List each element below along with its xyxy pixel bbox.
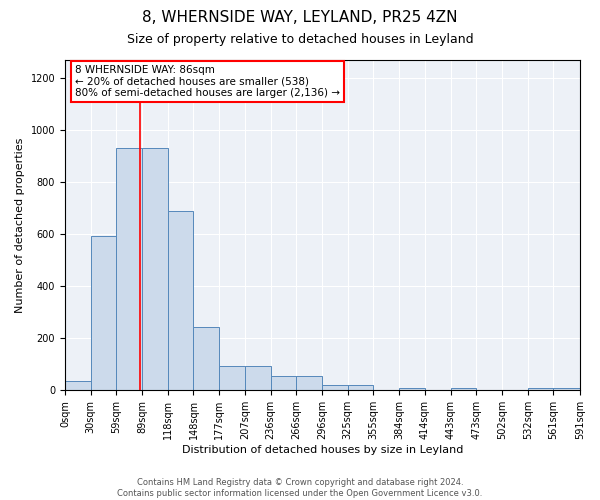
Bar (399, 388, 425, 390)
X-axis label: Distribution of detached houses by size in Leyland: Distribution of detached houses by size … (182, 445, 463, 455)
Bar (91, 236, 116, 390)
Text: 8 WHERNSIDE WAY: 86sqm
← 20% of detached houses are smaller (538)
80% of semi-de: 8 WHERNSIDE WAY: 86sqm ← 20% of detached… (75, 65, 340, 98)
Bar (65, 381, 91, 390)
Bar (451, 388, 476, 390)
Bar (193, 326, 219, 390)
Text: Contains HM Land Registry data © Crown copyright and database right 2024.
Contai: Contains HM Land Registry data © Crown c… (118, 478, 482, 498)
Bar (245, 366, 271, 390)
Bar (322, 385, 348, 390)
Bar (553, 388, 580, 390)
Bar (116, 148, 142, 390)
Bar (348, 385, 373, 390)
Bar (168, 211, 193, 390)
Bar (271, 376, 296, 390)
Bar (528, 388, 553, 390)
Bar (142, 148, 168, 390)
Bar (219, 366, 245, 390)
Bar (296, 376, 322, 390)
Text: 8, WHERNSIDE WAY, LEYLAND, PR25 4ZN: 8, WHERNSIDE WAY, LEYLAND, PR25 4ZN (142, 10, 458, 25)
Text: Size of property relative to detached houses in Leyland: Size of property relative to detached ho… (127, 32, 473, 46)
Y-axis label: Number of detached properties: Number of detached properties (15, 138, 25, 313)
